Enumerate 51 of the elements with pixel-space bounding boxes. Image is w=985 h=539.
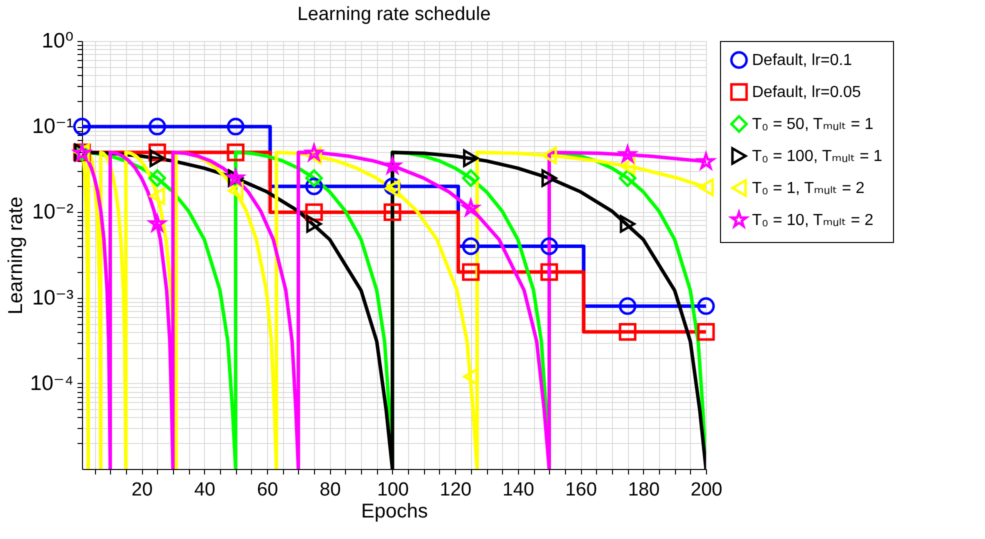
x-tick-label: 200 bbox=[690, 480, 722, 500]
x-tick-label: 20 bbox=[132, 480, 153, 500]
point bbox=[148, 118, 166, 136]
point bbox=[618, 323, 636, 341]
point bbox=[226, 144, 244, 162]
point bbox=[384, 203, 402, 222]
legend-label: T₀ = 100, Tₘᵤₗₜ = 1 bbox=[752, 148, 882, 165]
legend-label: T₀ = 50, Tₘᵤₗₜ = 1 bbox=[752, 116, 874, 133]
legend-label: T₀ = 1, Tₘᵤₗₜ = 2 bbox=[752, 180, 865, 197]
point bbox=[697, 297, 715, 315]
y-axis-title: Learning rate bbox=[5, 196, 28, 314]
point bbox=[73, 118, 91, 136]
point bbox=[226, 118, 244, 136]
point bbox=[541, 146, 558, 164]
point bbox=[228, 182, 244, 200]
point bbox=[697, 323, 715, 341]
point bbox=[305, 169, 323, 187]
point bbox=[149, 149, 166, 168]
point bbox=[618, 169, 636, 187]
point bbox=[620, 157, 636, 175]
x-tick-label: 140 bbox=[502, 480, 534, 500]
legend-label: Default, lr=0.1 bbox=[752, 52, 852, 69]
x-tick-label: 120 bbox=[440, 480, 472, 500]
x-tick-label: 100 bbox=[377, 480, 409, 500]
point bbox=[541, 169, 558, 187]
point bbox=[463, 149, 479, 168]
point bbox=[149, 187, 166, 205]
point bbox=[306, 215, 322, 233]
y-tick-label: 10⁻⁴ bbox=[30, 372, 74, 395]
y-tick-label: 10⁻¹ bbox=[32, 115, 74, 138]
x-tick-label: 40 bbox=[194, 480, 216, 500]
legend-label: T₀ = 10, Tₘᵤₗₜ = 2 bbox=[752, 212, 874, 229]
x-tick-label: 160 bbox=[565, 480, 597, 500]
point bbox=[540, 237, 558, 256]
legend-label: Default, lr=0.05 bbox=[752, 84, 862, 101]
x-tick-label: 60 bbox=[256, 480, 278, 500]
chart-title: Learning rate schedule bbox=[297, 4, 491, 25]
point bbox=[462, 263, 480, 281]
y-tick-label: 10⁰ bbox=[42, 30, 74, 52]
point bbox=[620, 215, 636, 233]
x-tick-label: 180 bbox=[628, 480, 660, 500]
point bbox=[618, 297, 636, 315]
y-tick-label: 10⁻³ bbox=[32, 286, 74, 310]
y-tick-label: 10⁻² bbox=[32, 200, 74, 224]
x-axis-title: Epochs bbox=[361, 500, 428, 522]
point bbox=[462, 169, 480, 187]
point bbox=[698, 178, 714, 196]
point bbox=[148, 169, 166, 187]
point bbox=[540, 263, 558, 281]
x-tick-label: 80 bbox=[320, 480, 341, 500]
point bbox=[462, 237, 480, 256]
